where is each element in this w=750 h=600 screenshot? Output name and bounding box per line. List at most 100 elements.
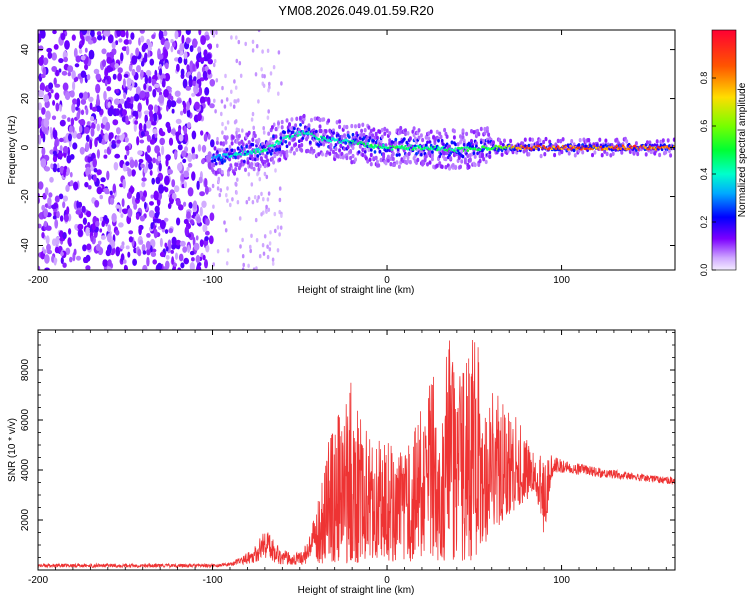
spectrogram-cell xyxy=(310,117,313,123)
spectrogram-cell xyxy=(272,122,276,127)
spectrogram-cell xyxy=(53,257,57,266)
spectrogram-cell xyxy=(95,83,101,94)
spectrogram-cell xyxy=(276,139,279,143)
spectrogram-cell xyxy=(42,57,49,66)
spectrogram-cell xyxy=(165,121,171,129)
spectrogram-cell xyxy=(462,143,466,147)
spectrogram-cell xyxy=(363,128,367,133)
spectrogram-cell xyxy=(399,125,403,131)
spectrogram-cell xyxy=(106,56,112,64)
spectrogram-cell xyxy=(162,78,166,88)
spectrogram-cell xyxy=(195,255,201,264)
spectrogram-cell xyxy=(440,138,444,143)
spectrogram-cell xyxy=(369,128,373,134)
spectrogram-cell xyxy=(661,138,665,143)
spectrogram-cell xyxy=(51,115,57,121)
spectrogram-cell xyxy=(135,213,140,220)
spectrogram-cell xyxy=(578,138,582,143)
spectrogram-cell xyxy=(435,129,439,135)
spectrogram-cell xyxy=(358,144,362,149)
spectrogram-cell xyxy=(153,104,158,114)
spectrogram-cell xyxy=(103,30,108,37)
spectrogram-cell xyxy=(267,191,271,196)
spectrogram-cell xyxy=(128,39,132,45)
spectrogram-cell xyxy=(116,139,121,144)
spectrogram-cell xyxy=(103,154,108,159)
spectrogram-cell xyxy=(472,130,476,135)
spectrogram-cell xyxy=(239,73,243,79)
spectrogram-y-tick-label: 20 xyxy=(20,93,31,105)
spectrogram-cell xyxy=(149,170,153,176)
spectrogram-cell xyxy=(153,190,159,201)
spectrogram-cell xyxy=(142,264,148,270)
spectrogram-cell xyxy=(218,153,222,157)
spectrogram-cell xyxy=(165,154,171,161)
spectrogram-cell xyxy=(59,137,64,143)
spectrogram-cell xyxy=(201,144,207,153)
spectrogram-cell xyxy=(163,30,168,37)
spectrogram-cell xyxy=(38,135,42,145)
spectrogram-cell xyxy=(250,117,254,122)
spectrogram-cell xyxy=(519,147,522,150)
spectrogram-cell xyxy=(265,204,268,210)
spectrogram-cell xyxy=(158,30,163,41)
spectrogram-cell xyxy=(187,162,193,168)
spectrogram-cell xyxy=(448,166,451,171)
spectrogram-cell xyxy=(244,167,247,172)
spectrogram-cell xyxy=(488,154,492,159)
spectrogram-cell xyxy=(473,162,477,168)
spectrogram-cell xyxy=(191,153,196,160)
spectrogram-cell xyxy=(177,144,183,151)
spectrogram-cell xyxy=(215,78,219,83)
spectrogram-cell xyxy=(460,149,464,154)
spectrogram-cell xyxy=(131,68,136,77)
spectrogram-cell xyxy=(131,169,136,176)
spectrogram-cell xyxy=(249,248,252,254)
spectrogram-cell xyxy=(132,110,139,117)
spectrogram-cell xyxy=(369,152,373,158)
spectrogram-cell xyxy=(191,257,195,262)
spectrogram-cells xyxy=(38,30,675,270)
spectrogram-cell xyxy=(272,134,275,139)
spectrogram-cell xyxy=(80,98,87,105)
spectrogram-cell xyxy=(247,130,251,136)
spectrogram-cell xyxy=(84,47,88,53)
spectrogram-cell xyxy=(251,137,255,142)
spectrogram-cell xyxy=(120,30,126,38)
spectrogram-cell xyxy=(69,180,74,187)
spectrogram-cell xyxy=(271,148,274,153)
spectrogram-cell xyxy=(451,163,455,168)
spectrogram-cell xyxy=(198,176,203,184)
spectrogram-cell xyxy=(41,204,46,211)
spectrogram-cell xyxy=(114,63,119,69)
spectrogram-cell xyxy=(477,132,481,137)
spectrogram-cell xyxy=(106,52,110,58)
spectrogram-cell xyxy=(252,166,256,172)
spectrogram-cell xyxy=(62,82,69,91)
spectrogram-cell xyxy=(204,236,209,242)
spectrogram-cell xyxy=(611,151,615,156)
spectrogram-cell xyxy=(87,121,90,126)
snr-y-tick-label: 8000 xyxy=(20,358,31,381)
spectrogram-cell xyxy=(81,30,88,36)
spectrogram-cell xyxy=(223,159,227,163)
spectrogram-cell xyxy=(89,139,93,150)
spectrogram-cell xyxy=(58,58,64,64)
spectrogram-cell xyxy=(93,174,97,183)
spectrogram-cell xyxy=(440,164,444,169)
spectrogram-cell xyxy=(478,158,482,164)
spectrogram-cell xyxy=(256,141,260,146)
snr-x-axis: -200 -100 0 100 xyxy=(28,330,667,586)
spectrogram-cell xyxy=(438,154,442,159)
spectrogram-cell xyxy=(46,249,53,255)
spectrogram-cell xyxy=(466,153,470,159)
spectrogram-cell xyxy=(269,71,273,76)
spectrogram-cell xyxy=(148,109,153,118)
spectrogram-cell xyxy=(158,94,165,104)
spectrogram-cell xyxy=(615,144,619,148)
spectrogram-cell xyxy=(207,96,211,106)
spectrogram-cell xyxy=(98,134,102,144)
spectrogram-cell xyxy=(183,51,188,60)
spectrogram-cell xyxy=(143,166,148,174)
spectrogram-cell xyxy=(207,43,213,50)
